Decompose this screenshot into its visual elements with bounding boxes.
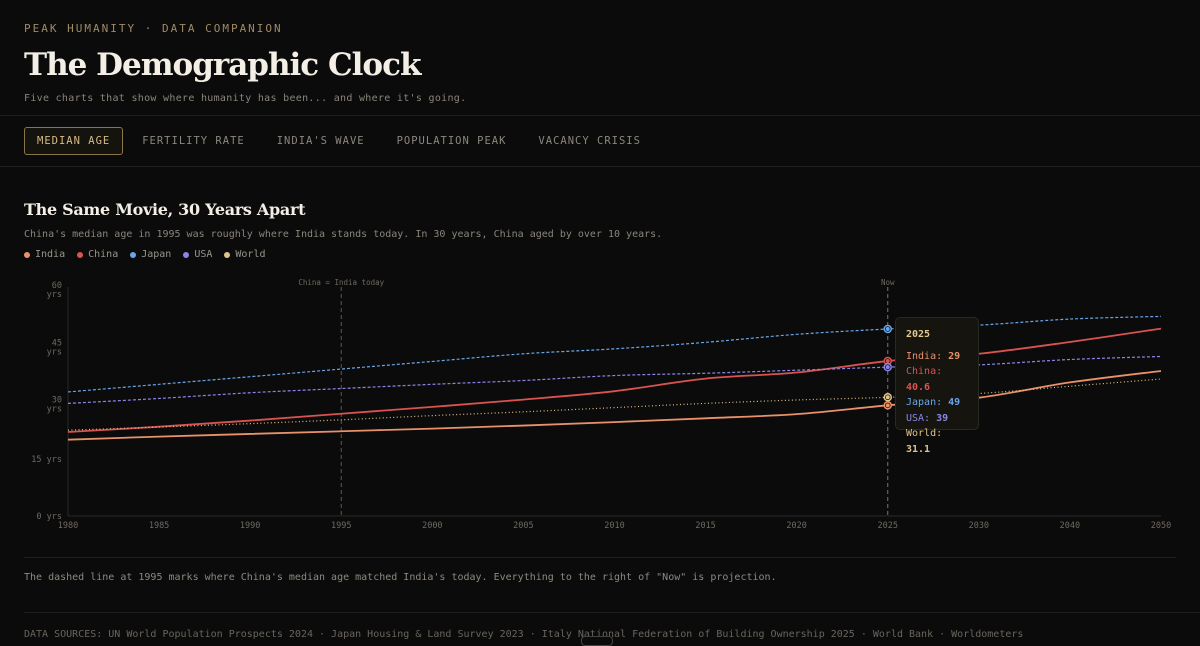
x-tick-label: 2005: [513, 521, 533, 531]
scroll-handle[interactable]: [581, 636, 613, 646]
data-point-core: [885, 359, 890, 364]
series-line-usa: [67, 355, 1162, 405]
legend-item-usa[interactable]: USA: [183, 249, 212, 260]
eyebrow: PEAK HUMANITY · DATA COMPANION: [24, 22, 283, 35]
legend-label: USA: [194, 249, 213, 260]
reference-line-label: Now: [881, 278, 895, 287]
tooltip-value: 49: [948, 397, 961, 408]
chart-note: The dashed line at 1995 marks where Chin…: [24, 557, 1176, 583]
tab-fertility-rate[interactable]: FERTILITY RATE: [142, 135, 245, 147]
y-tick-label: 30: [52, 396, 62, 406]
y-tick-label: 15 yrs: [31, 455, 62, 465]
chart-legend: India China Japan USA World: [24, 249, 1176, 260]
legend-label: China: [88, 249, 119, 260]
y-tick-label: yrs: [47, 405, 62, 415]
tooltip-year: 2025: [906, 329, 931, 340]
tooltip-value: 31.1: [906, 443, 931, 455]
x-tick-label: 2000: [422, 521, 442, 531]
x-tick-label: 2025: [878, 521, 898, 531]
y-tick-label: 60: [52, 281, 62, 291]
data-point-core: [885, 326, 890, 331]
tab-population-peak[interactable]: POPULATION PEAK: [396, 135, 507, 147]
reference-line-label: China = India today: [298, 278, 384, 287]
tooltip-value: 29: [948, 350, 961, 362]
legend-swatch: [224, 251, 231, 258]
x-tick-label: 2050: [1151, 521, 1171, 531]
page-header: PEAK HUMANITY · DATA COMPANION The Demog…: [0, 0, 1200, 116]
series-line-china: [67, 327, 1162, 433]
tooltip-row-usa: USA: 39: [906, 411, 968, 427]
tab-bar: MEDIAN AGE FERTILITY RATE INDIA'S WAVE P…: [0, 116, 1200, 167]
legend-item-japan[interactable]: Japan: [130, 249, 171, 260]
x-tick-label: 2030: [969, 521, 989, 531]
legend-item-india[interactable]: India: [24, 249, 65, 260]
chart-panel: The Same Movie, 30 Years Apart China's m…: [0, 200, 1200, 260]
data-point-core: [885, 365, 890, 370]
tooltip-label: China:: [906, 366, 943, 377]
chart-tooltip: 2025 India: 29 China: 40.6 Japan: 49 USA: 3…: [895, 317, 979, 455]
tab-indias-wave[interactable]: INDIA'S WAVE: [276, 135, 365, 147]
tooltip-row-china: China: 40.6: [906, 364, 968, 395]
series-line-india: [67, 370, 1162, 441]
x-tick-label: 1995: [331, 521, 351, 531]
chart-title: The Same Movie, 30 Years Apart: [24, 200, 306, 219]
tooltip-value: 40.6: [906, 381, 931, 393]
legend-label: Japan: [141, 249, 172, 260]
legend-swatch: [24, 251, 30, 258]
x-tick-label: 1990: [240, 521, 260, 531]
y-tick-label: 45: [52, 338, 62, 348]
legend-swatch: [130, 251, 137, 258]
tooltip-row-india: India: 29: [906, 349, 968, 365]
series-line-japan: [67, 315, 1162, 393]
data-sources: DATA SOURCES: UN World Population Prospe…: [24, 612, 1200, 640]
tooltip-row-japan: Japan: 49: [906, 395, 968, 411]
x-tick-label: 1980: [58, 521, 78, 531]
tooltip-label: India:: [906, 350, 949, 362]
data-point-core: [885, 403, 890, 408]
x-tick-label: 2015: [695, 521, 715, 531]
series-line-world: [67, 378, 1162, 431]
tab-vacancy-crisis[interactable]: VACANCY CRISIS: [538, 135, 641, 147]
chart-subtitle: China's median age in 1995 was roughly w…: [24, 229, 663, 240]
legend-item-china[interactable]: China: [77, 249, 118, 260]
legend-swatch: [183, 251, 190, 258]
tooltip-label: Japan:: [906, 397, 949, 408]
page-subtitle: Five charts that show where humanity has…: [24, 93, 467, 104]
x-tick-label: 2040: [1060, 521, 1080, 531]
data-point-core: [885, 395, 890, 400]
tab-median-age[interactable]: MEDIAN AGE: [24, 127, 124, 155]
legend-item-world[interactable]: World: [224, 249, 266, 260]
x-tick-label: 2010: [604, 521, 624, 531]
tooltip-label: USA:: [906, 412, 937, 424]
y-tick-label: yrs: [47, 290, 62, 300]
legend-label: India: [35, 249, 66, 260]
x-tick-label: 2020: [786, 521, 806, 531]
tooltip-label: World:: [906, 428, 943, 439]
y-tick-label: yrs: [47, 347, 62, 357]
page-title: The Demographic Clock: [24, 47, 421, 83]
legend-label: World: [235, 249, 266, 260]
y-tick-label: 0 yrs: [36, 512, 62, 522]
x-tick-label: 1985: [149, 521, 169, 531]
tooltip-value: 39: [936, 412, 949, 424]
tooltip-row-world: World: 31.1: [906, 426, 968, 457]
legend-swatch: [77, 251, 84, 258]
